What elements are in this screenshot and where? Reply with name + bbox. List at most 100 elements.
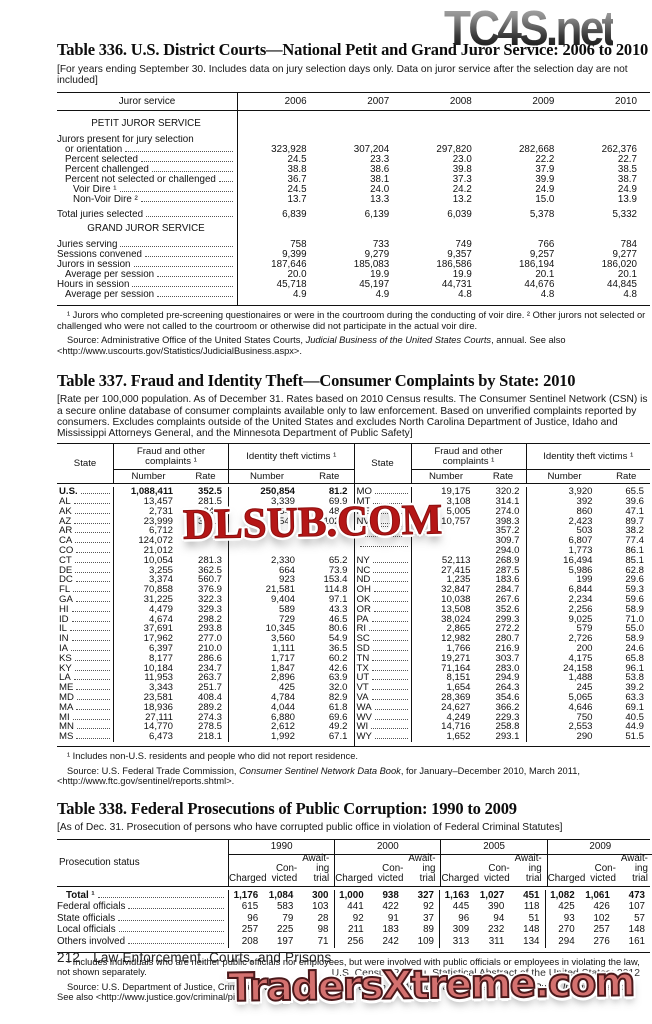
- state-label: MA: [59, 702, 74, 713]
- table-337-right-half: State Fraud and other complaints ¹ Ident…: [353, 444, 651, 746]
- state-label: AR: [59, 526, 73, 537]
- row-label: PETIT JUROR SERVICE: [91, 119, 201, 130]
- state-label-cell: MO: [355, 487, 411, 497]
- theft-number-cell: 4,044: [228, 702, 305, 713]
- cell-value: 758: [290, 239, 307, 251]
- state-label: UT: [356, 673, 370, 684]
- state-label: PA: [356, 614, 369, 625]
- cell-value: 1,176: [228, 889, 263, 902]
- fraud-rate-cell: 274.3: [197, 711, 222, 723]
- fraud-number-cell: 21,012: [113, 546, 183, 556]
- table-row: NV 10,757 398.3 2,423 89.7: [355, 515, 651, 527]
- table-338-note: [As of Dec. 31. Prosecution of persons w…: [57, 822, 563, 834]
- fraud-number-cell: 19,271: [410, 653, 481, 664]
- table-row: IA 6,397 210.0 1,111 36.5: [57, 644, 354, 654]
- state-label-cell: IL: [57, 624, 113, 634]
- leader-dots: [374, 738, 408, 740]
- column-header-rate: Rate: [319, 471, 340, 483]
- state-label: ND: [356, 575, 371, 586]
- cell-value: 28: [317, 912, 329, 924]
- theft-number-cell: 6,844: [525, 585, 603, 595]
- theft-number-cell: 2,256: [525, 604, 603, 615]
- fraud-rate-cell: 287.5: [495, 564, 520, 576]
- column-header-rate: Rate: [195, 471, 216, 483]
- fraud-number-cell: 52,113: [410, 555, 481, 566]
- cell-value: 282,668: [518, 144, 555, 156]
- table-row: IN 17,962 277.0 3,560 54.9: [57, 634, 354, 644]
- row-label-cell: Others involved: [57, 936, 228, 948]
- theft-number-cell: 3,920: [525, 487, 603, 497]
- leader-dots: [97, 896, 224, 898]
- theft-number-cell: 24,158: [525, 663, 603, 674]
- row-label-cell: Percent not selected or challenged: [57, 175, 237, 185]
- theft-number-cell: 2,330: [228, 555, 305, 566]
- row-label: Average per session: [65, 290, 155, 301]
- table-row: SD 1,766 216.9 200 24.6: [355, 644, 651, 654]
- cell-value: 39.8: [452, 164, 472, 176]
- leader-dots: [125, 151, 233, 153]
- fraud-rate-cell: 398.3: [495, 515, 520, 527]
- table-338-body: Total ¹ 1,176 1,084 300 1,000 938 327 1,…: [57, 887, 650, 952]
- table-row: HI 4,479 329.3 589 43.3: [57, 604, 354, 615]
- cell-value: 89: [423, 924, 434, 936]
- column-header-year: 2008: [449, 96, 472, 108]
- cell-value: 232: [487, 924, 505, 936]
- theft-rate-cell: 51.5: [625, 731, 644, 743]
- table-row: RI 2,865 272.2 579 55.0: [355, 624, 651, 635]
- leader-dots: [76, 689, 110, 691]
- fraud-rate-cell: 283.0: [495, 662, 520, 674]
- theft-rate-cell: 49.2: [328, 721, 348, 733]
- cell-value: 187,646: [271, 259, 307, 271]
- theft-number-cell: 5,986: [525, 565, 603, 576]
- row-label: or orientation: [65, 145, 123, 156]
- cell-value: 225: [276, 924, 294, 936]
- table-row: ME 3,343 251.7 425 32.0: [57, 683, 354, 693]
- fraud-number-cell: 3,255: [113, 565, 183, 576]
- fraud-number-cell: 5,005: [410, 506, 481, 517]
- leader-dots: [372, 659, 408, 661]
- theft-number-cell: 10,345: [228, 624, 305, 635]
- table-row: OR 13,508 352.6 2,256 58.9: [355, 604, 651, 615]
- theft-number-cell: 2,553: [525, 722, 603, 733]
- cell-value: 96: [228, 912, 263, 925]
- state-label: VA: [356, 692, 369, 703]
- table-row: State officials 96 79 28 92 91 37 96 94 …: [57, 912, 650, 925]
- fraud-number-cell: 1,235: [410, 575, 481, 586]
- table-row: Sessions convened 9,399 9,279 9,357 9,25…: [57, 250, 650, 260]
- header-line: victed: [484, 872, 510, 884]
- state-label-cell: PA: [355, 615, 411, 625]
- cell-value: 473: [628, 889, 645, 901]
- state-label: WA: [356, 702, 372, 713]
- leader-dots: [372, 561, 408, 563]
- cell-value: 4.9: [375, 289, 390, 301]
- cell-value: 20.1: [617, 269, 637, 281]
- state-label-cell: KY: [57, 664, 113, 674]
- state-label-cell: AL: [57, 497, 113, 507]
- cell-value: 270: [544, 924, 580, 937]
- state-label-cell: CA: [57, 536, 113, 546]
- table-337-header: State Fraud and other complaints ¹ Ident…: [57, 444, 354, 485]
- state-label: WY: [356, 732, 372, 742]
- table-row: Average per session 20.0 19.9 19.9 20.1 …: [57, 270, 650, 280]
- cell-value: 9,399: [282, 249, 307, 261]
- table-336-title: Table 336. U.S. District Courts—National…: [57, 40, 649, 59]
- cell-value: 1,163: [439, 889, 474, 902]
- theft-rate-cell: 54.9: [328, 633, 348, 645]
- cell-value: 92: [333, 912, 369, 925]
- cell-value: 311: [488, 936, 505, 948]
- row-label: Total juries selected: [57, 210, 144, 221]
- table-row: CA 124,072: [57, 536, 354, 546]
- table-row: MA 18,936 289.2 4,044 61.8: [57, 702, 354, 713]
- theft-number-cell: 503: [525, 526, 603, 537]
- leader-dots: [80, 493, 110, 495]
- cell-value: 15.0: [535, 194, 555, 206]
- table-336-body: PETIT JUROR SERVICE Jurors present for j…: [57, 111, 650, 305]
- state-label: AL: [59, 496, 71, 507]
- theft-number-cell: 2,726: [525, 634, 603, 644]
- theft-number-cell: 750: [525, 712, 603, 723]
- cell-value: 276: [593, 936, 610, 948]
- column-header-state: State: [73, 458, 97, 470]
- state-label-cell: IN: [57, 634, 113, 644]
- state-label-cell: OH: [355, 585, 411, 595]
- theft-number-cell: 250,854: [228, 487, 305, 497]
